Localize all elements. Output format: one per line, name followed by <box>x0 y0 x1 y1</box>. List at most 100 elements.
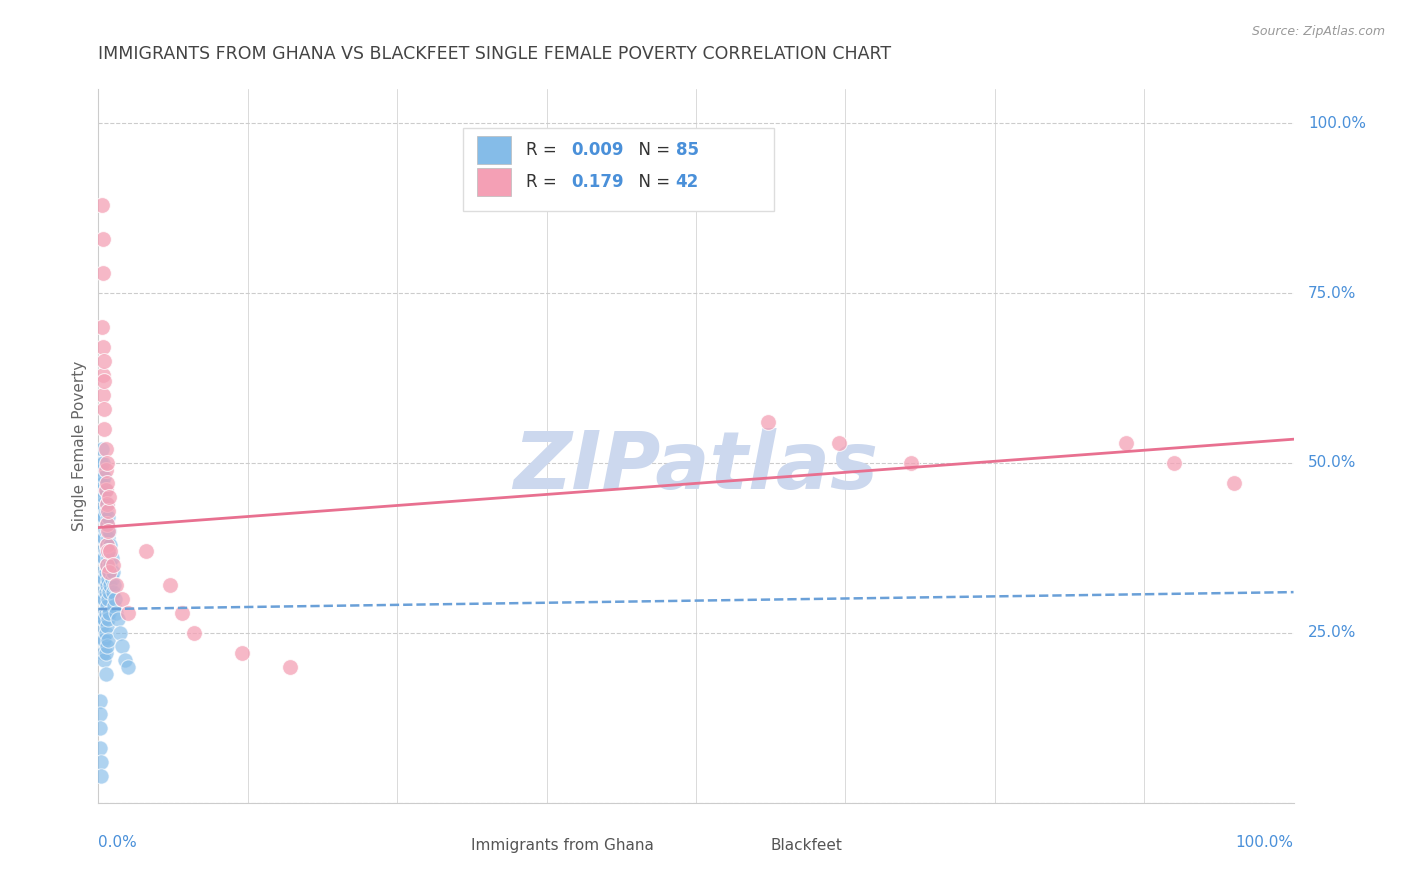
Point <box>98 606 121 620</box>
Text: N =: N = <box>628 141 675 159</box>
Point <box>114 653 136 667</box>
Point <box>231 646 253 660</box>
Point <box>91 632 114 647</box>
Point <box>91 503 114 517</box>
Point <box>98 544 122 558</box>
Text: Source: ZipAtlas.com: Source: ZipAtlas.com <box>1251 25 1385 38</box>
Text: 0.179: 0.179 <box>572 173 624 191</box>
Point <box>756 415 779 429</box>
Point <box>97 524 120 538</box>
Point <box>103 599 125 613</box>
Point <box>96 476 118 491</box>
Point <box>89 707 111 722</box>
Text: 75.0%: 75.0% <box>1308 285 1357 301</box>
Point <box>94 565 117 579</box>
Point <box>93 653 115 667</box>
Point <box>97 572 120 586</box>
Point <box>100 572 122 586</box>
Text: 42: 42 <box>676 173 699 191</box>
Point <box>93 572 115 586</box>
Point <box>93 591 115 606</box>
Point <box>91 266 114 280</box>
Point <box>101 558 124 572</box>
Text: IMMIGRANTS FROM GHANA VS BLACKFEET SINGLE FEMALE POVERTY CORRELATION CHART: IMMIGRANTS FROM GHANA VS BLACKFEET SINGL… <box>98 45 891 62</box>
Point <box>91 585 114 599</box>
Point <box>91 483 114 498</box>
Point <box>93 469 115 483</box>
Point <box>89 694 111 708</box>
Point <box>96 517 118 532</box>
Point <box>97 503 120 517</box>
Point <box>94 463 117 477</box>
Point <box>91 198 114 212</box>
Point <box>93 510 115 524</box>
Point <box>91 572 114 586</box>
Text: N =: N = <box>628 173 675 191</box>
FancyBboxPatch shape <box>463 128 773 211</box>
Point <box>97 632 120 647</box>
Point <box>97 591 120 606</box>
Point <box>96 619 118 633</box>
Point <box>90 755 112 769</box>
Point <box>172 606 194 620</box>
Point <box>101 585 124 599</box>
Point <box>98 565 121 579</box>
Text: 50.0%: 50.0% <box>1308 456 1357 470</box>
FancyBboxPatch shape <box>430 833 461 858</box>
Point <box>98 565 121 579</box>
Text: R =: R = <box>526 173 568 191</box>
Point <box>117 660 139 674</box>
Point <box>94 585 117 599</box>
Point <box>98 544 121 558</box>
Point <box>94 524 117 538</box>
Text: R =: R = <box>526 141 562 159</box>
Point <box>91 565 114 579</box>
Point <box>91 442 114 457</box>
Point <box>91 476 114 491</box>
Point <box>1115 435 1137 450</box>
Point <box>111 640 134 654</box>
Text: Blackfeet: Blackfeet <box>770 838 842 853</box>
Point <box>96 578 118 592</box>
Text: 85: 85 <box>676 141 699 159</box>
Text: ZIPatlas: ZIPatlas <box>513 428 879 507</box>
Point <box>97 544 120 558</box>
Point <box>91 524 114 538</box>
Point <box>96 537 118 551</box>
Point <box>90 769 112 783</box>
Point <box>94 483 117 498</box>
Point <box>93 422 115 436</box>
Point <box>107 612 129 626</box>
Point <box>1163 456 1185 470</box>
Point <box>94 544 117 558</box>
Point <box>98 490 121 504</box>
Point <box>97 531 120 545</box>
Point <box>96 537 118 551</box>
Point <box>91 591 114 606</box>
Point <box>91 510 114 524</box>
Text: 0.0%: 0.0% <box>98 835 138 850</box>
Point <box>94 626 117 640</box>
Text: 25.0%: 25.0% <box>1308 625 1357 640</box>
Point <box>111 591 134 606</box>
Point <box>91 544 114 558</box>
Text: 100.0%: 100.0% <box>1308 116 1365 131</box>
Point <box>159 578 181 592</box>
Point <box>97 551 120 566</box>
Point <box>91 619 114 633</box>
Point <box>97 510 120 524</box>
Point <box>93 632 115 647</box>
Point <box>104 591 127 606</box>
Point <box>94 483 117 498</box>
Point <box>100 551 122 566</box>
Point <box>900 456 922 470</box>
Point <box>91 456 114 470</box>
Point <box>96 517 118 532</box>
Point <box>91 551 114 566</box>
Point <box>90 476 112 491</box>
Point <box>278 660 301 674</box>
FancyBboxPatch shape <box>730 833 761 858</box>
Point <box>98 558 122 572</box>
Point <box>183 626 205 640</box>
Point <box>97 612 120 626</box>
